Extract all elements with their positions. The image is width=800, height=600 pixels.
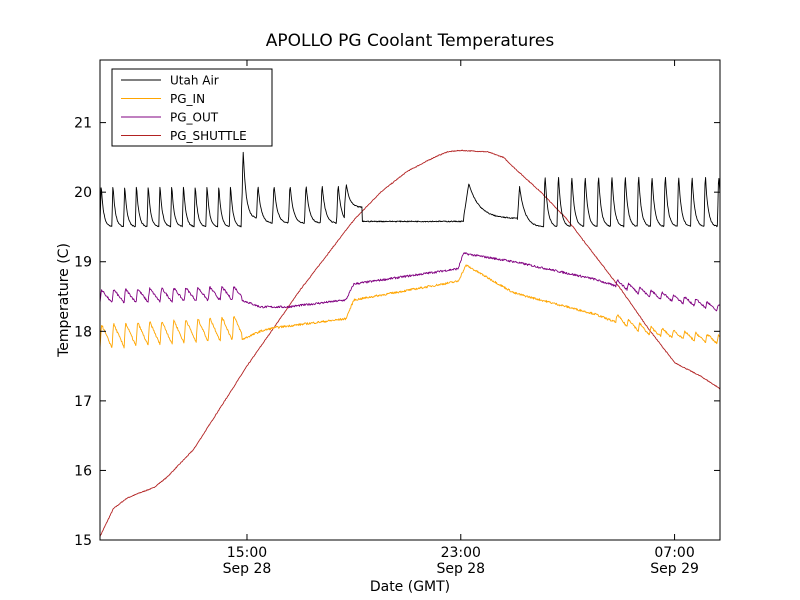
legend: Utah Air PG_IN PG_OUT PG_SHUTTLE: [111, 68, 273, 147]
plot-frame: [99, 59, 721, 541]
series-line-utah-air: [99, 151, 721, 228]
y-tick-label: 15: [74, 533, 92, 549]
series-layer: [99, 149, 721, 538]
y-tick-label: 20: [74, 185, 92, 201]
y-tick-label: 17: [74, 394, 92, 410]
y-tick-label: 21: [74, 116, 92, 132]
y-tick-label: 16: [74, 463, 92, 479]
x-tick-label-date: Sep 28: [436, 561, 485, 577]
x-tick-label-date: Sep 29: [650, 561, 699, 577]
legend-label: PG_OUT: [170, 111, 219, 125]
chart-title: APOLLO PG Coolant Temperatures: [266, 31, 555, 51]
y-tick-label: 19: [74, 255, 92, 271]
legend-label: Utah Air: [170, 74, 219, 88]
series-line-pg-out: [99, 252, 721, 312]
legend-label: PG_IN: [170, 92, 205, 106]
y-axis-title: Temperature (C): [56, 243, 72, 358]
x-tick-label-time: 07:00: [654, 545, 694, 561]
x-tick-label-date: Sep 28: [223, 561, 272, 577]
y-tick-label: 18: [74, 324, 92, 340]
legend-label: PG_SHUTTLE: [170, 129, 247, 143]
x-tick-label-time: 23:00: [441, 545, 481, 561]
x-tick-label-time: 15:00: [227, 545, 267, 561]
x-axis-title: Date (GMT): [370, 579, 450, 595]
series-line-pg-in: [99, 264, 721, 349]
legend-box: [111, 68, 273, 147]
